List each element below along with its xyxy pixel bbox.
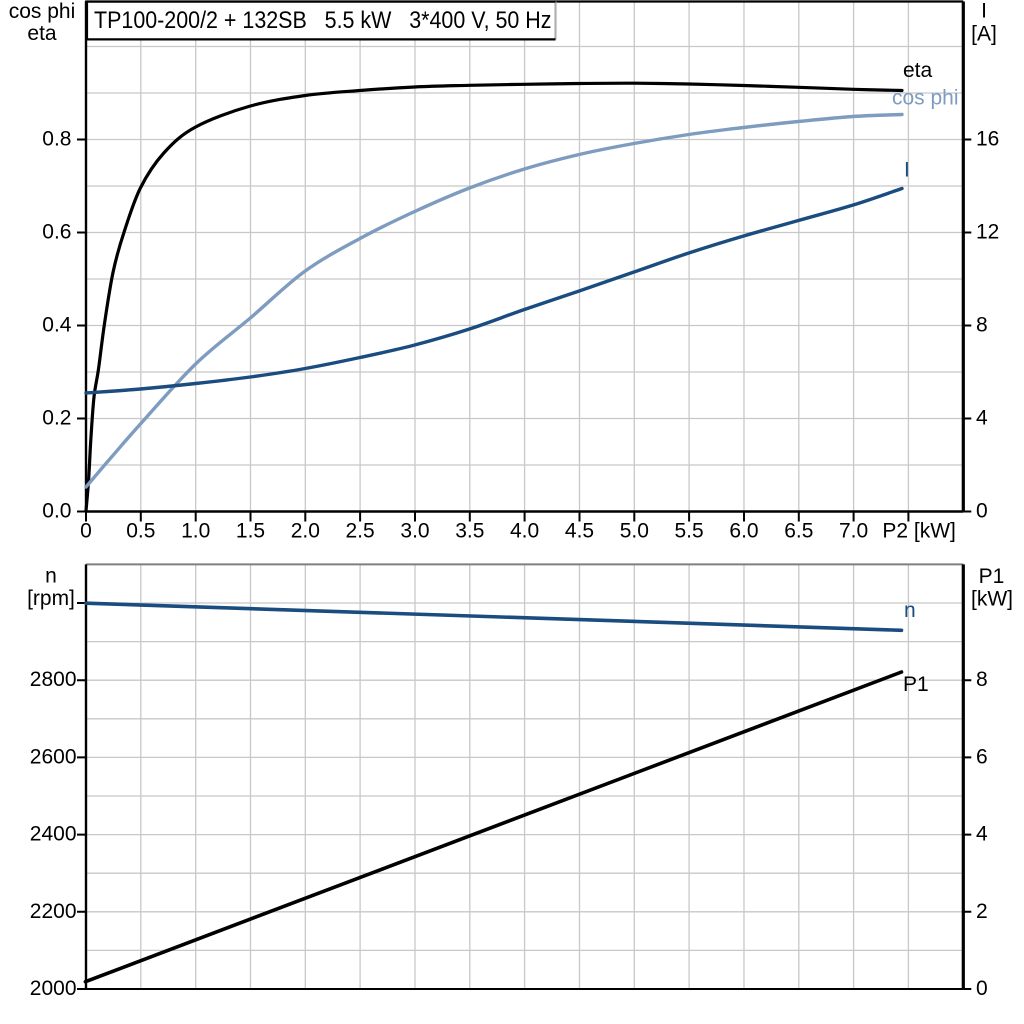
svg-text:0: 0 [976,977,988,1000]
svg-text:2600: 2600 [30,745,77,768]
svg-text:0.2: 0.2 [42,407,71,430]
svg-text:2400: 2400 [30,823,77,846]
svg-text:[kW]: [kW] [971,588,1013,611]
svg-text:5.0: 5.0 [620,520,649,543]
svg-text:eta: eta [27,22,57,45]
svg-text:2800: 2800 [30,668,77,691]
svg-text:3.0: 3.0 [400,520,429,543]
svg-text:6.5: 6.5 [784,520,813,543]
svg-text:0: 0 [80,520,92,543]
svg-text:0.0: 0.0 [42,500,71,523]
svg-text:TP100-200/2 + 132SB 5.5 kW: TP100-200/2 + 132SB 5.5 kW 3*400 V, 50 H… [94,7,552,34]
svg-text:[A]: [A] [971,23,997,46]
svg-text:4.0: 4.0 [510,520,539,543]
svg-text:0: 0 [976,500,988,523]
svg-text:4: 4 [976,407,988,430]
svg-text:0.8: 0.8 [42,128,71,151]
svg-text:2.0: 2.0 [291,520,320,543]
svg-text:3.5: 3.5 [455,520,484,543]
svg-text:6.0: 6.0 [729,520,758,543]
svg-text:2000: 2000 [30,977,77,1000]
svg-text:4: 4 [976,823,988,846]
svg-text:2: 2 [976,900,988,923]
svg-text:0.4: 0.4 [42,314,72,337]
svg-text:[rpm]: [rpm] [27,587,75,610]
svg-text:eta: eta [903,59,933,82]
svg-text:n: n [45,565,57,588]
svg-text:7.0: 7.0 [839,520,868,543]
svg-text:8: 8 [976,314,988,337]
svg-text:1.5: 1.5 [236,520,265,543]
svg-text:12: 12 [976,221,999,244]
svg-text:n: n [904,599,916,622]
svg-text:P1: P1 [979,565,1005,588]
svg-text:P2 [kW]: P2 [kW] [882,520,956,543]
svg-text:0.6: 0.6 [42,221,71,244]
svg-text:2.5: 2.5 [346,520,375,543]
svg-text:1.0: 1.0 [181,520,210,543]
svg-text:cos phi: cos phi [892,87,959,110]
svg-text:5.5: 5.5 [675,520,704,543]
svg-text:4.5: 4.5 [565,520,594,543]
svg-text:16: 16 [976,128,999,151]
svg-text:6: 6 [976,745,988,768]
svg-text:cos phi: cos phi [9,0,76,23]
svg-text:I: I [904,159,910,182]
svg-text:0.5: 0.5 [126,520,155,543]
svg-text:8: 8 [976,668,988,691]
svg-text:2200: 2200 [30,900,77,923]
svg-text:P1: P1 [903,673,929,696]
svg-text:I: I [981,0,987,23]
